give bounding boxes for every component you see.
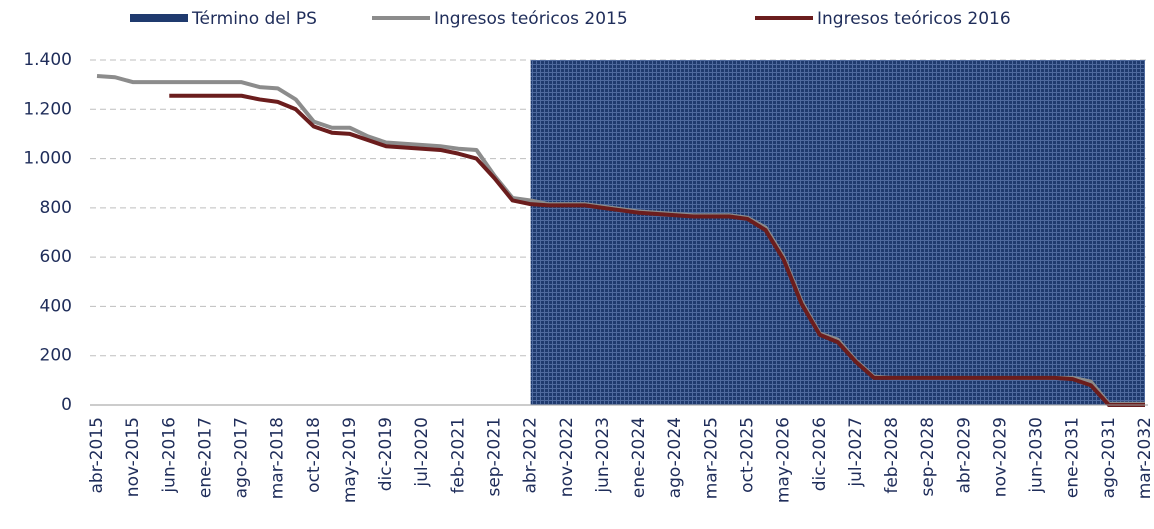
- x-tick-label: abr-2029: [954, 417, 974, 494]
- x-tick-label: ago-2017: [232, 417, 252, 498]
- x-tick-label: sep-2021: [485, 417, 505, 497]
- x-tick-label: jun-2023: [593, 417, 613, 494]
- x-tick-label: sep-2028: [918, 417, 938, 497]
- x-tick-label: oct-2018: [304, 417, 324, 493]
- x-tick-label: ene-2017: [195, 417, 215, 498]
- series-line: [169, 93, 1145, 407]
- x-tick-label: abr-2022: [521, 417, 541, 494]
- y-tick-label: 600: [40, 247, 72, 267]
- legend-label: Ingresos teóricos 2016: [817, 9, 1011, 29]
- x-tick-label: feb-2028: [882, 417, 902, 494]
- x-tick-label: feb-2021: [448, 417, 468, 494]
- x-tick-label: mar-2032: [1135, 417, 1154, 499]
- x-tick-label: nov-2015: [123, 417, 143, 497]
- x-tick-label: jul-2027: [846, 417, 866, 488]
- x-tick-label: jul-2020: [412, 417, 432, 488]
- y-tick-label: 1.400: [23, 50, 72, 70]
- legend-label: Término del PS: [191, 9, 317, 29]
- x-tick-label: oct-2025: [737, 417, 757, 493]
- x-tick-label: mar-2018: [268, 417, 288, 499]
- x-tick-label: jun-2016: [159, 417, 179, 494]
- x-tick-label: may-2019: [340, 417, 360, 503]
- x-tick-label: ago-2031: [1099, 417, 1119, 498]
- x-tick-label: jun-2030: [1027, 417, 1047, 494]
- y-tick-label: 0: [61, 395, 72, 415]
- shaded-area: [530, 60, 1145, 405]
- x-tick-label: nov-2022: [557, 417, 577, 497]
- legend-label: Ingresos teóricos 2015: [434, 9, 628, 29]
- x-tick-label: nov-2029: [990, 417, 1010, 497]
- y-tick-label: 1.200: [23, 99, 72, 119]
- x-tick-label: ago-2024: [665, 417, 685, 498]
- y-tick-label: 200: [40, 346, 72, 366]
- x-tick-label: ene-2024: [629, 417, 649, 498]
- legend-swatch: [130, 14, 188, 22]
- y-tick-label: 1.000: [23, 149, 72, 169]
- x-tick-label: dic-2026: [810, 417, 830, 491]
- x-tick-label: mar-2025: [701, 417, 721, 499]
- y-tick-label: 800: [40, 198, 72, 218]
- x-tick-label: may-2026: [774, 417, 794, 503]
- x-tick-label: dic-2019: [376, 417, 396, 491]
- y-tick-label: 400: [40, 296, 72, 316]
- x-tick-label: abr-2015: [87, 417, 107, 494]
- x-tick-label: ene-2031: [1063, 417, 1083, 498]
